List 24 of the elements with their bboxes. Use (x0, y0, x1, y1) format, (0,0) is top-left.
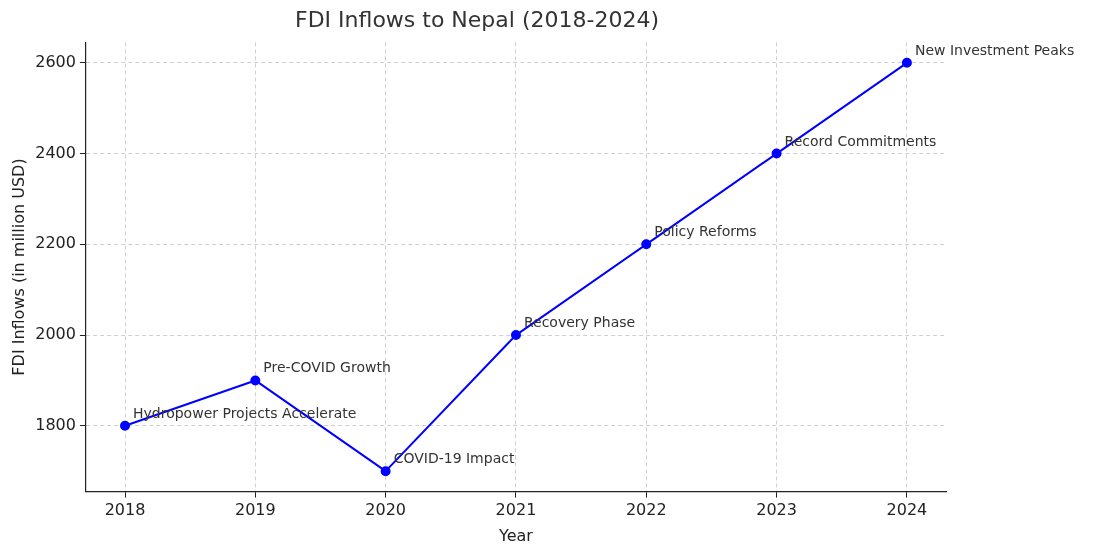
x-tick-label: 2020 (365, 500, 406, 520)
annotation: New Investment Peaks (914, 41, 1075, 58)
point (510, 330, 521, 341)
y-tick-label: 2000 (35, 324, 76, 344)
y-tick-label: 1800 (35, 414, 76, 434)
point (120, 420, 131, 431)
x-tick-label: 2022 (625, 500, 667, 520)
point (380, 466, 391, 477)
y-tick-label: 2600 (35, 51, 76, 71)
point (641, 239, 652, 250)
x-tick-label: 2023 (756, 500, 797, 520)
y-tick-label: 2400 (35, 142, 76, 162)
point (771, 148, 782, 159)
point (901, 57, 912, 68)
chart-title: FDI Inflows to Nepal (2018-2024) (295, 6, 659, 32)
y-tick-label: 2200 (35, 233, 76, 253)
point (250, 375, 261, 386)
annotation: Pre-COVID Growth (263, 359, 391, 376)
x-tick-label: 2018 (104, 500, 146, 520)
y-axis-title: FDI Inflows (in million USD) (8, 158, 28, 376)
x-tick-label: 2019 (234, 500, 276, 520)
x-tick-label: 2021 (495, 500, 537, 520)
x-axis-title: Year (498, 525, 534, 545)
x-tick-label: 2024 (886, 500, 928, 520)
